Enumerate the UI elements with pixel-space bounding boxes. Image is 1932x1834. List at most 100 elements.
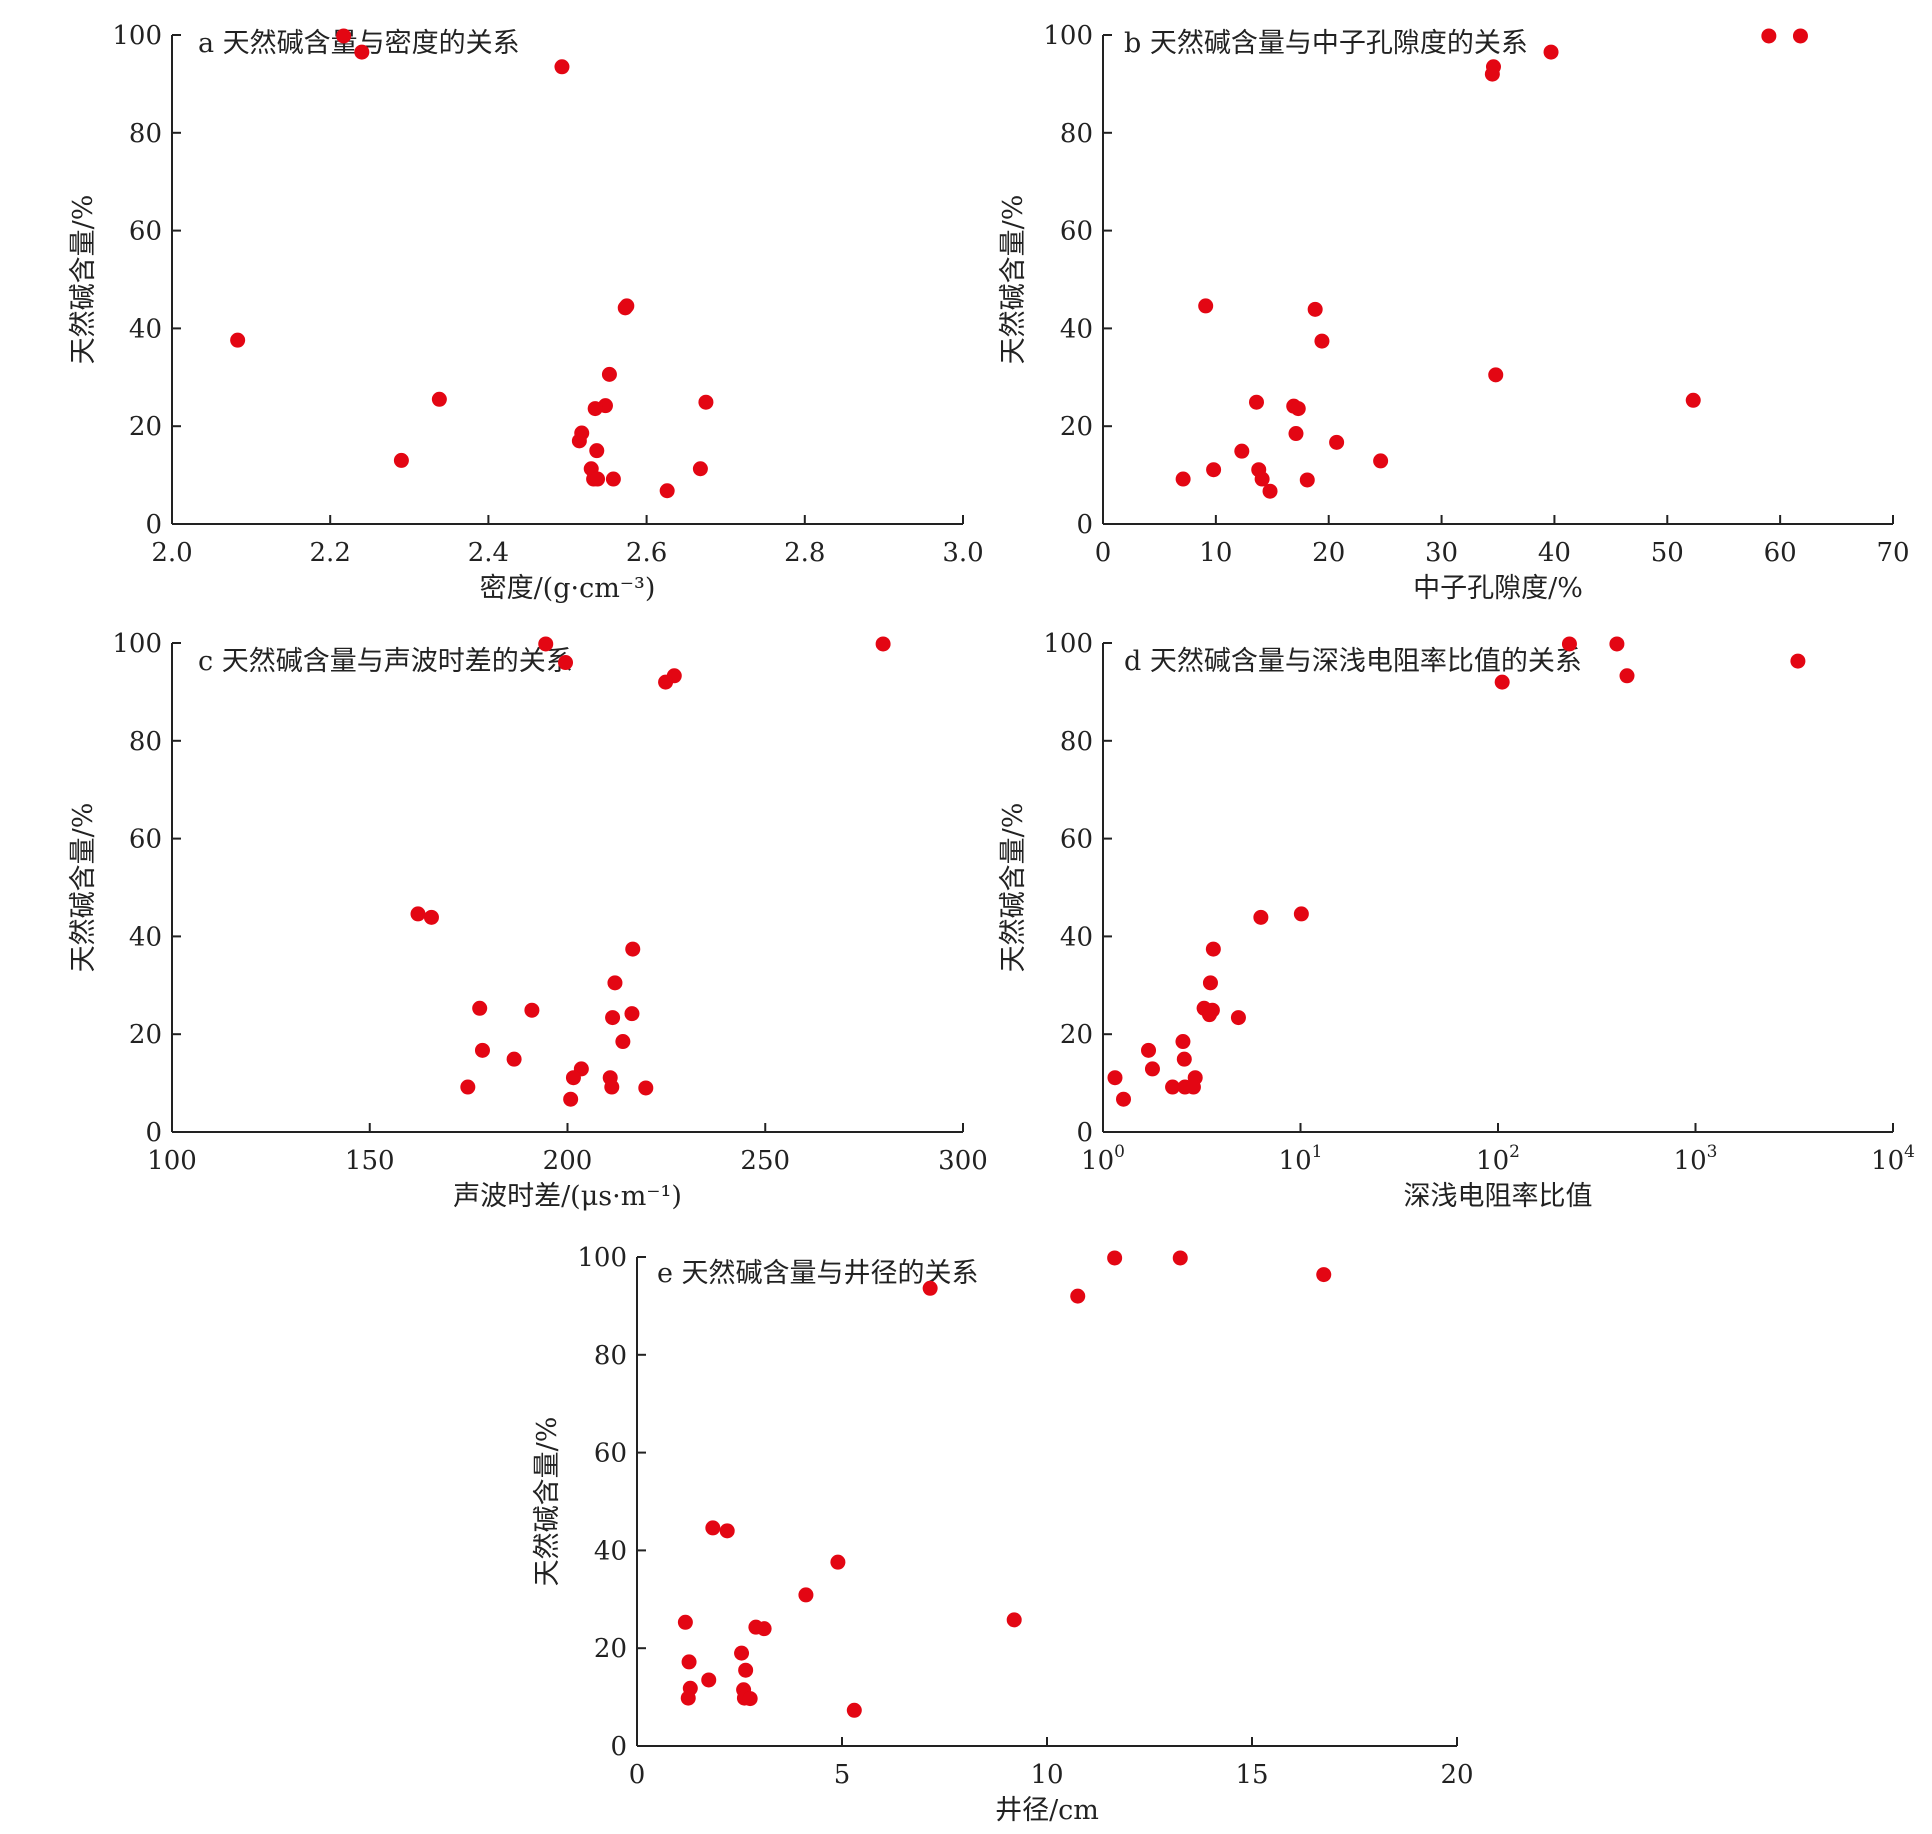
y-tick-label: 60 [129,825,162,855]
y-tick-label: 0 [145,1118,162,1148]
data-point [431,391,447,407]
x-tick-label: 250 [740,1146,790,1176]
data-point [1230,1010,1246,1026]
x-tick-label: 2.4 [468,538,509,568]
data-point [1293,906,1309,922]
data-point [692,461,708,477]
x-axis-title: 深浅电阻率比值 [1404,1181,1593,1212]
data-point [659,483,675,499]
data-point [734,1645,750,1661]
y-axis-title: 天然碱含量/% [998,803,1029,973]
x-tick-label: 3.0 [942,538,983,568]
panel-c: 0 20 40 60 80 100 100 150 200 250 300 c 天然碱含量与声波时差的… [68,629,988,1212]
x-tick-label: 70 [1876,538,1909,568]
y-tick-label: 20 [1060,1020,1093,1050]
y-tick-label: 40 [1060,314,1093,344]
data-point [460,1079,476,1095]
data-point [705,1520,721,1536]
data-point [1494,674,1510,690]
data-point [756,1621,772,1637]
data-point [563,1091,579,1107]
y-tick-label: 60 [1060,825,1093,855]
y-tick-label: 80 [1060,727,1093,757]
data-point [1790,653,1806,669]
data-point [625,941,641,957]
data-point [624,1006,640,1022]
x-tick-label: 5 [834,1760,851,1790]
data-point [719,1523,735,1539]
data-point [1316,1267,1332,1283]
data-point [1070,1288,1086,1304]
data-point [742,1691,758,1707]
x-tick-label: 10 [1199,538,1232,568]
data-point [1205,941,1221,957]
data-point [1116,1091,1132,1107]
data-point [524,1002,540,1018]
y-tick-label: 40 [594,1536,627,1566]
x-tick-label: 2.2 [310,538,351,568]
data-point [798,1587,814,1603]
data-point [601,366,617,382]
x-tick-label: 10 [1030,1760,1063,1790]
y-tick-label: 0 [145,510,162,540]
data-point [638,1080,654,1096]
x-tick-label: 20 [1312,538,1345,568]
x-tick-label: 0 [1095,538,1112,568]
y-tick-label: 100 [112,21,162,51]
y-tick-label: 20 [1060,412,1093,442]
x-tick-label: 101 [1279,1142,1323,1176]
data-point [1202,975,1218,991]
data-point [1288,426,1304,442]
data-point [607,975,623,991]
y-tick-label: 100 [1043,21,1093,51]
data-point [1314,333,1330,349]
x-tick-label: 103 [1674,1142,1718,1176]
data-point [230,332,246,348]
data-point [1609,636,1625,652]
data-point [1543,44,1559,60]
x-tick-label: 60 [1764,538,1797,568]
y-tick-label: 80 [129,727,162,757]
y-tick-label: 40 [129,314,162,344]
x-tick-label: 0 [629,1760,646,1790]
data-point [1006,1612,1022,1628]
y-tick-label: 80 [1060,119,1093,149]
x-tick-label: 102 [1476,1142,1520,1176]
data-point [922,1280,938,1296]
data-point [538,636,554,652]
x-axis-title: 密度/(g·cm⁻³) [480,573,656,604]
y-tick-label: 80 [129,119,162,149]
data-point [1254,471,1270,487]
data-point [681,1654,697,1670]
data-point [738,1662,754,1678]
y-tick-label: 40 [1060,922,1093,952]
data-point [1172,1250,1188,1266]
data-point [1373,453,1389,469]
data-point [619,298,635,314]
data-point [1488,367,1504,383]
y-tick-label: 80 [594,1341,627,1371]
data-point [1198,298,1214,314]
data-point [1107,1250,1123,1266]
data-point [846,1702,862,1718]
data-point [571,433,587,449]
data-point [1299,472,1315,488]
data-point [875,636,891,652]
data-point [590,471,606,487]
data-point [1206,462,1222,478]
y-tick-label: 0 [1076,1118,1093,1148]
data-point [1253,909,1269,925]
data-point [1234,443,1250,459]
x-tick-label: 2.6 [626,538,667,568]
data-point [506,1051,522,1067]
data-point [393,452,409,468]
x-tick-label: 15 [1235,1760,1268,1790]
data-point [587,401,603,417]
data-point [701,1672,717,1688]
y-tick-label: 60 [129,217,162,247]
data-point [410,906,426,922]
x-axis-title: 中子孔隙度/% [1413,573,1583,604]
panel-b: 0 20 40 60 80 100 0 10 20 30 40 50 60 70 b 天然碱含量与中子孔隙度… [998,21,1910,604]
x-tick-label: 2.8 [784,538,825,568]
